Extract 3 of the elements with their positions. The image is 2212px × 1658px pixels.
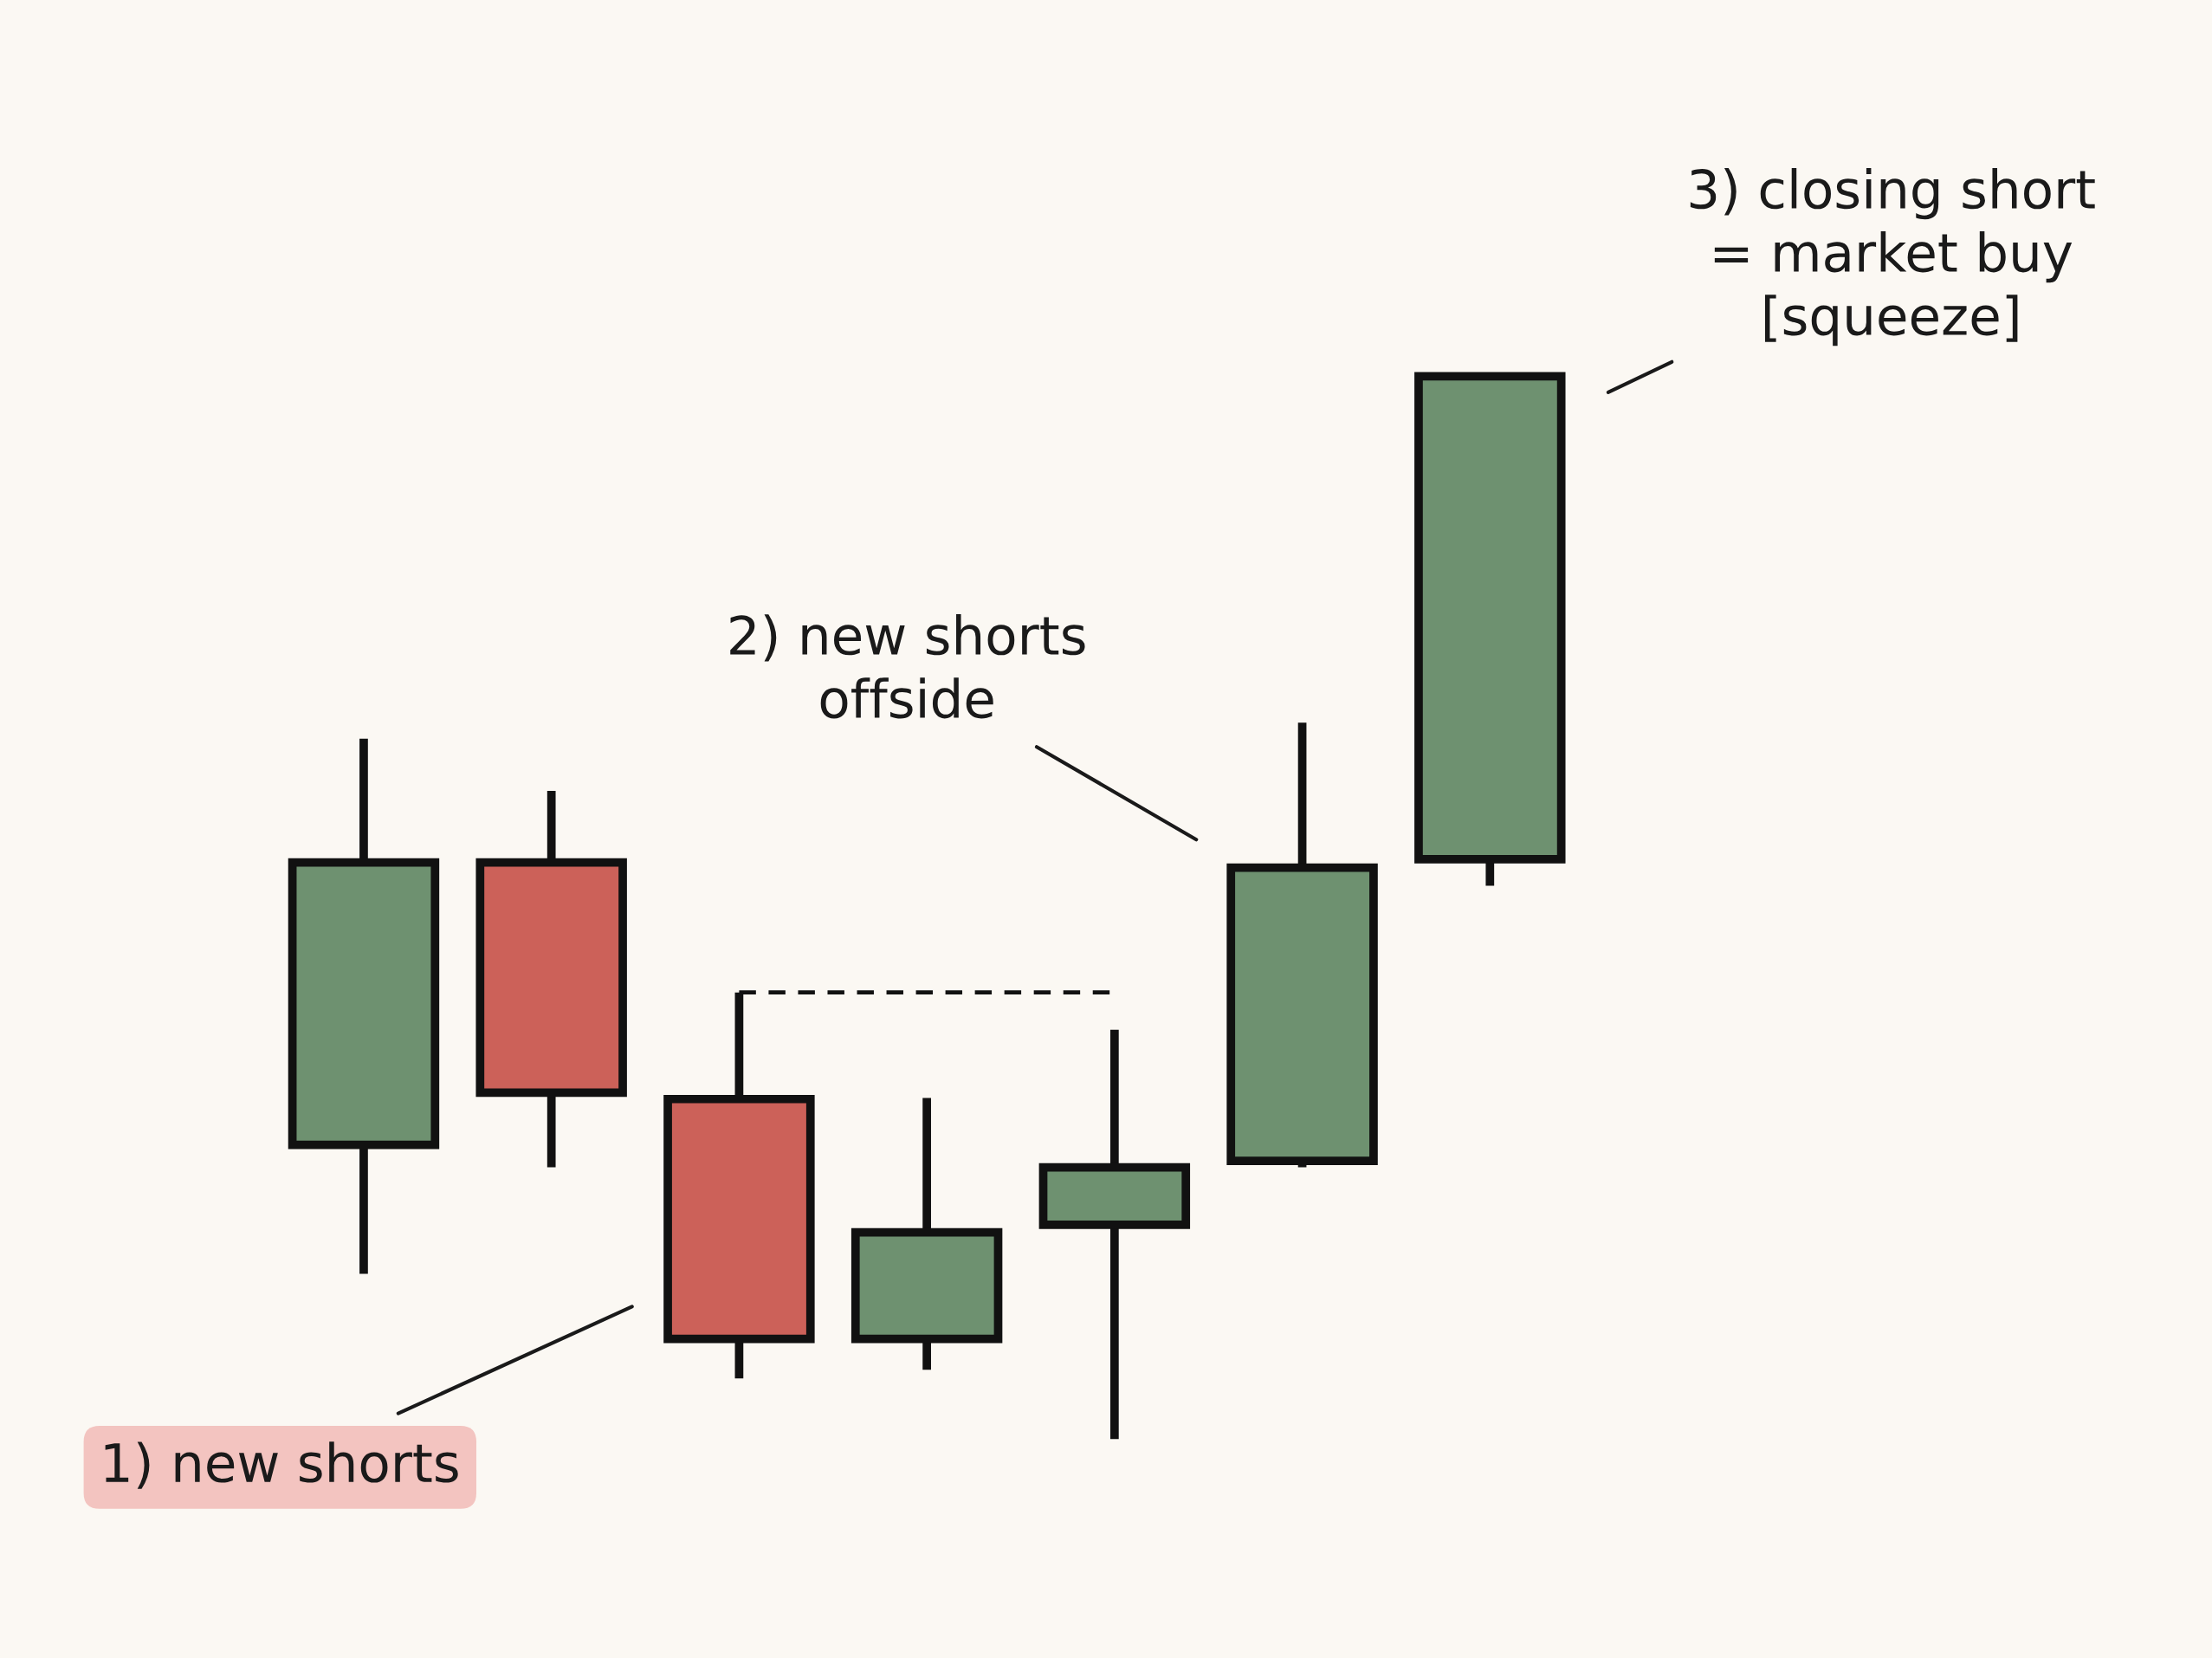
annotation: 2) new shorts offside (730, 614, 1085, 719)
text: 1) new shorts (105, 1441, 458, 1489)
text: 3) closing short = market buy [squeeze] (1690, 168, 2095, 346)
